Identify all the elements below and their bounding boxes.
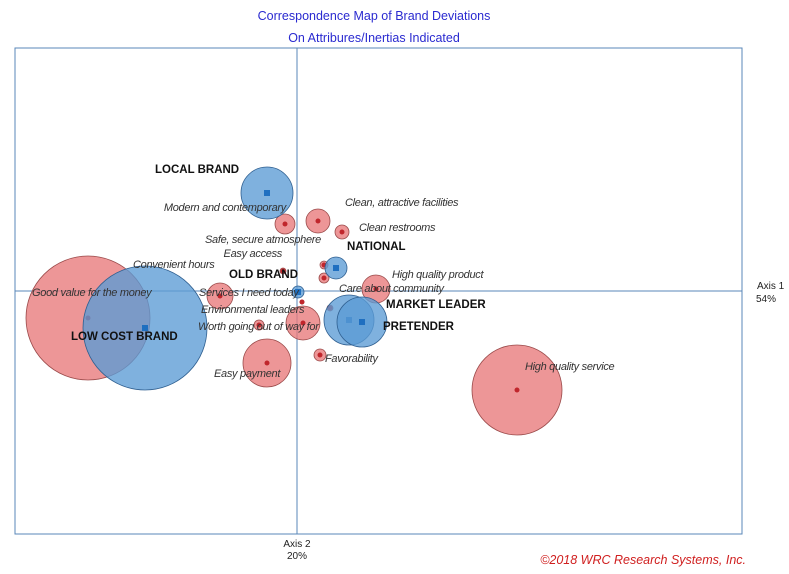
- brand-label-market-leader: MARKET LEADER: [386, 299, 486, 311]
- attribute-label-easy-payment: Easy payment: [214, 368, 281, 380]
- chart-title-line-2: On Attribures/Inertias Indicated: [288, 31, 460, 45]
- axis-2-label: Axis 2: [283, 539, 311, 550]
- axis-1-label: Axis 1: [757, 281, 785, 292]
- attribute-marker-services-i-need-today: [217, 293, 223, 299]
- attribute-marker-high-quality-product: [373, 286, 379, 292]
- attribute-label-environmental-leaders: Environmental leaders: [201, 304, 305, 316]
- chart-title-line-1: Correspondence Map of Brand Deviations: [258, 9, 491, 23]
- attribute-label-convenient-hours: Convenient hours: [133, 259, 215, 271]
- brand-marker-low-cost-brand: [142, 325, 148, 331]
- brand-label-local-brand: LOCAL BRAND: [155, 164, 239, 176]
- brand-label-national: NATIONAL: [347, 241, 406, 253]
- copyright-text: ©2018 WRC Research Systems, Inc.: [540, 553, 746, 567]
- attribute-marker-clean-attractive-facilities: [315, 218, 321, 224]
- brand-label-low-cost-brand: LOW COST BRAND: [71, 331, 178, 343]
- labels-layer: Modern and contemporary Clean, attractive…: [32, 164, 615, 380]
- attribute-label-safe-secure-atmosphere: Safe, secure atmosphere: [205, 234, 321, 246]
- brand-marker-national: [333, 265, 339, 271]
- attribute-label-high-quality-product: High quality product: [392, 269, 484, 281]
- attribute-marker-high-quality-service: [514, 387, 520, 393]
- attribute-label-high-quality-service: High quality service: [525, 361, 615, 373]
- brand-label-old-brand: OLD BRAND: [229, 269, 298, 281]
- attribute-label-care-about-community: Care about community: [339, 283, 445, 295]
- attribute-label-services-i-need-today: Services I need today: [199, 287, 300, 299]
- attribute-marker-worth-going-out-of-way-for: [256, 322, 262, 328]
- attribute-marker-environmental-leaders: [299, 299, 305, 305]
- brand-marker-pretender: [359, 319, 365, 325]
- attribute-label-clean-restrooms: Clean restrooms: [359, 222, 436, 234]
- brand-marker-old-brand: [295, 289, 301, 295]
- attribute-marker-favorability: [317, 352, 323, 358]
- attribute-label-favorability: Favorability: [325, 353, 379, 365]
- axis-2-inertia: 20%: [287, 551, 307, 562]
- attribute-marker-clean-restrooms: [339, 229, 345, 235]
- axis-1-inertia: 54%: [756, 294, 776, 305]
- attribute-label-easy-access: Easy access: [224, 248, 283, 260]
- attribute-marker-unlabeled: [300, 320, 306, 326]
- attribute-label-worth-going-out-of-way-for: Worth going out of way for: [198, 321, 320, 333]
- attribute-label-good-value-for-the-money: Good value for the money: [32, 287, 153, 299]
- attribute-marker-easy-access: [280, 268, 286, 274]
- attribute-label-clean-attractive-facilities: Clean, attractive facilities: [345, 197, 459, 209]
- attribute-label-modern-and-contemporary: Modern and contemporary: [164, 202, 288, 214]
- attribute-marker-convenient-hours: [321, 275, 327, 281]
- brand-marker-local-brand: [264, 190, 270, 196]
- attribute-marker-modern-and-contemporary: [282, 221, 288, 227]
- attribute-marker-easy-payment: [264, 360, 270, 366]
- brand-label-pretender: PRETENDER: [383, 321, 455, 333]
- bubbles-layer: [25, 166, 563, 436]
